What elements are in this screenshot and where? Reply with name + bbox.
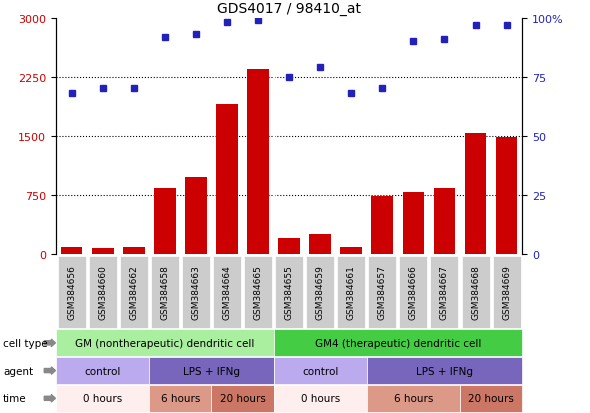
Bar <box>278 238 300 254</box>
Text: GM4 (therapeutic) dendritic cell: GM4 (therapeutic) dendritic cell <box>314 338 481 348</box>
Text: GSM384657: GSM384657 <box>378 265 387 320</box>
Text: LPS + IFNg: LPS + IFNg <box>416 366 473 376</box>
Title: GDS4017 / 98410_at: GDS4017 / 98410_at <box>217 2 361 16</box>
Text: GSM384664: GSM384664 <box>222 265 231 320</box>
Text: GSM384655: GSM384655 <box>284 265 294 320</box>
Text: GM (nontherapeutic) dendritic cell: GM (nontherapeutic) dendritic cell <box>75 338 254 348</box>
Bar <box>465 134 486 254</box>
Text: GSM384656: GSM384656 <box>67 265 76 320</box>
Text: GSM384659: GSM384659 <box>316 265 325 320</box>
Bar <box>340 248 362 254</box>
Text: 20 hours: 20 hours <box>468 393 514 404</box>
Text: 6 hours: 6 hours <box>394 393 433 404</box>
Text: GSM384668: GSM384668 <box>471 265 480 320</box>
Text: agent: agent <box>3 366 33 376</box>
Text: 0 hours: 0 hours <box>83 393 122 404</box>
Text: 6 hours: 6 hours <box>160 393 200 404</box>
Text: 20 hours: 20 hours <box>219 393 266 404</box>
Bar <box>496 138 517 254</box>
Text: GSM384660: GSM384660 <box>98 265 107 320</box>
Text: cell type: cell type <box>3 338 48 348</box>
Text: GSM384661: GSM384661 <box>347 265 356 320</box>
Bar <box>216 105 238 254</box>
Bar <box>154 189 176 254</box>
Bar <box>402 193 424 254</box>
Text: 0 hours: 0 hours <box>300 393 340 404</box>
Text: GSM384658: GSM384658 <box>160 265 169 320</box>
Text: control: control <box>302 366 338 376</box>
Bar <box>61 247 83 254</box>
Text: GSM384667: GSM384667 <box>440 265 449 320</box>
Bar <box>92 249 113 254</box>
Text: LPS + IFNg: LPS + IFNg <box>183 366 240 376</box>
Bar <box>434 189 455 254</box>
Bar <box>247 70 269 254</box>
Text: GSM384665: GSM384665 <box>254 265 263 320</box>
Text: GSM384663: GSM384663 <box>191 265 201 320</box>
Bar <box>123 247 145 254</box>
Text: control: control <box>84 366 121 376</box>
Bar <box>185 177 206 254</box>
Text: GSM384666: GSM384666 <box>409 265 418 320</box>
Text: time: time <box>3 393 27 404</box>
Text: GSM384662: GSM384662 <box>129 265 138 320</box>
Bar <box>309 235 331 254</box>
Bar <box>372 197 393 254</box>
Text: GSM384669: GSM384669 <box>502 265 511 320</box>
